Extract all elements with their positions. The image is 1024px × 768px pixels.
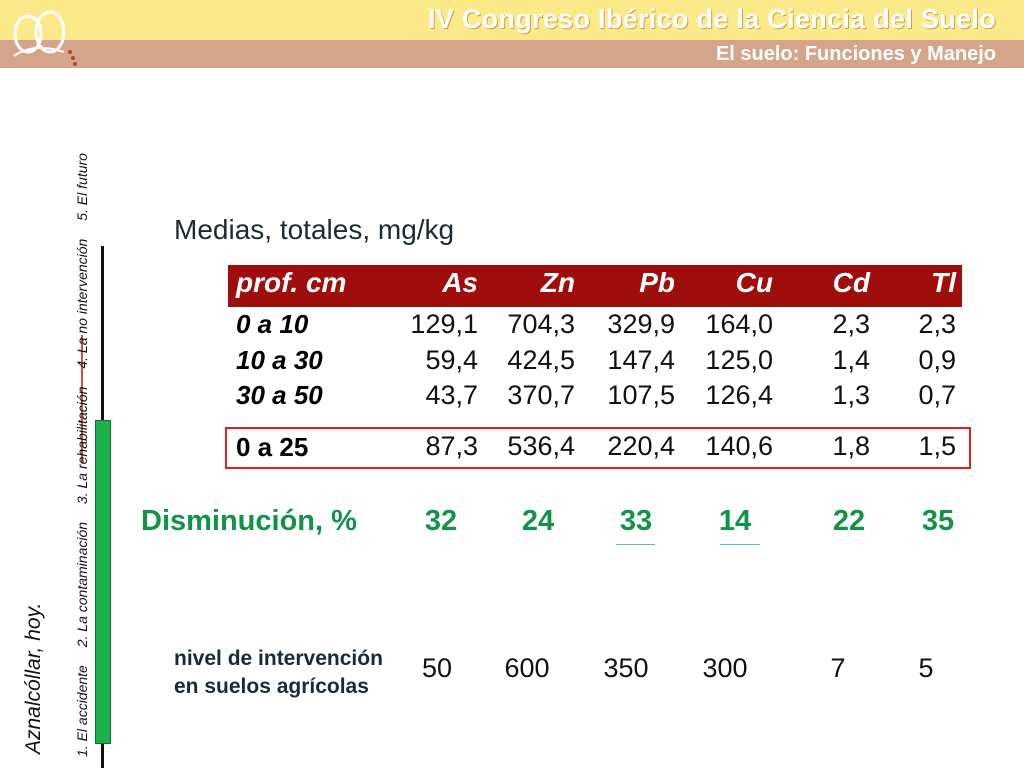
- decrease-value: 14: [718, 505, 752, 537]
- column-header: prof. cm: [236, 267, 347, 298]
- intervention-value: 5: [918, 653, 934, 683]
- intervention-value: 600: [504, 653, 550, 683]
- congress-logo-icon: [13, 10, 77, 66]
- table-cell: 164,0: [705, 309, 773, 339]
- decrease-value: 32: [424, 505, 458, 537]
- highlight-cell: 536,4: [507, 431, 575, 461]
- highlight-cell: 220,4: [607, 431, 675, 461]
- intervention-label-line: en suelos agrícolas: [174, 675, 369, 698]
- intervention-label-line: nivel de intervención: [174, 647, 383, 670]
- intervention-value: 7: [830, 653, 846, 683]
- section-item-futuro[interactable]: 5. El futuro: [74, 153, 90, 221]
- table-header-row: [228, 265, 962, 307]
- section-nav: 1. El accidente 2. La contaminación 3. L…: [74, 139, 90, 757]
- column-header: Cu: [735, 267, 773, 298]
- decrease-value: 22: [832, 505, 866, 537]
- table-cell: 129,1: [410, 309, 478, 339]
- section-item-accidente[interactable]: 1. El accidente: [74, 665, 90, 757]
- table-cell: 2,3: [832, 309, 870, 339]
- intervention-value: 50: [421, 653, 453, 683]
- row-label: 0 a 10: [236, 309, 309, 339]
- section-item-rehabilitacion[interactable]: 3. La rehabilitación: [74, 386, 90, 505]
- row-label: 30 a 50: [236, 380, 323, 410]
- row-label: 10 a 30: [236, 345, 323, 375]
- table-cell: 424,5: [507, 345, 575, 375]
- highlight-row-label: 0 a 25: [236, 432, 309, 462]
- table-cell: 329,9: [607, 309, 675, 339]
- section-item-no-intervencion[interactable]: 4. La no intervención: [74, 238, 90, 369]
- highlight-cell: 1,5: [918, 431, 956, 461]
- value-underline: [720, 544, 760, 545]
- section-item-contaminacion[interactable]: 2. La contaminación: [74, 521, 90, 648]
- intervention-value: 350: [603, 653, 649, 683]
- table-cell: 126,4: [705, 380, 773, 410]
- place-caption: Aznalcóllar, hoy.: [22, 602, 45, 754]
- highlight-cell: 87,3: [425, 431, 478, 461]
- table-cell: 59,4: [425, 345, 478, 375]
- table-cell: 107,5: [607, 380, 675, 410]
- highlight-box: [225, 427, 971, 469]
- decrease-label: Disminución, %: [141, 505, 357, 537]
- decrease-value: 24: [521, 505, 555, 537]
- table-cell: 125,0: [705, 345, 773, 375]
- column-header: Pb: [639, 267, 675, 298]
- table-cell: 43,7: [425, 380, 478, 410]
- column-header: Tl: [931, 267, 956, 298]
- column-header: Zn: [540, 267, 575, 298]
- table-cell: 2,3: [918, 309, 956, 339]
- presentation-title: IV Congreso Ibérico de la Ciencia del Su…: [427, 4, 996, 34]
- decrease-value: 33: [619, 505, 653, 537]
- table-heading: Medias, totales, mg/kg: [174, 214, 455, 245]
- table-cell: 704,3: [507, 309, 575, 339]
- current-section-marker: [81, 335, 83, 463]
- table-cell: 370,7: [507, 380, 575, 410]
- header-top-band: [0, 0, 1024, 40]
- intervention-value: 300: [702, 653, 748, 683]
- column-header: As: [442, 267, 478, 298]
- header-bottom-band: [0, 40, 1024, 68]
- table-cell: 147,4: [607, 345, 675, 375]
- value-underline: [616, 544, 655, 545]
- column-header: Cd: [832, 267, 870, 298]
- progress-bar: [95, 420, 111, 744]
- decrease-value: 35: [921, 505, 955, 537]
- table-cell: 0,7: [918, 380, 956, 410]
- presentation-subtitle: El suelo: Funciones y Manejo: [715, 43, 996, 65]
- highlight-cell: 1,8: [832, 431, 870, 461]
- intervention-label: nivel de intervención en suelos agrícola…: [174, 645, 383, 701]
- table-cell: 1,4: [832, 345, 870, 375]
- highlight-cell: 140,6: [705, 431, 773, 461]
- table-cell: 1,3: [832, 380, 870, 410]
- table-cell: 0,9: [918, 345, 956, 375]
